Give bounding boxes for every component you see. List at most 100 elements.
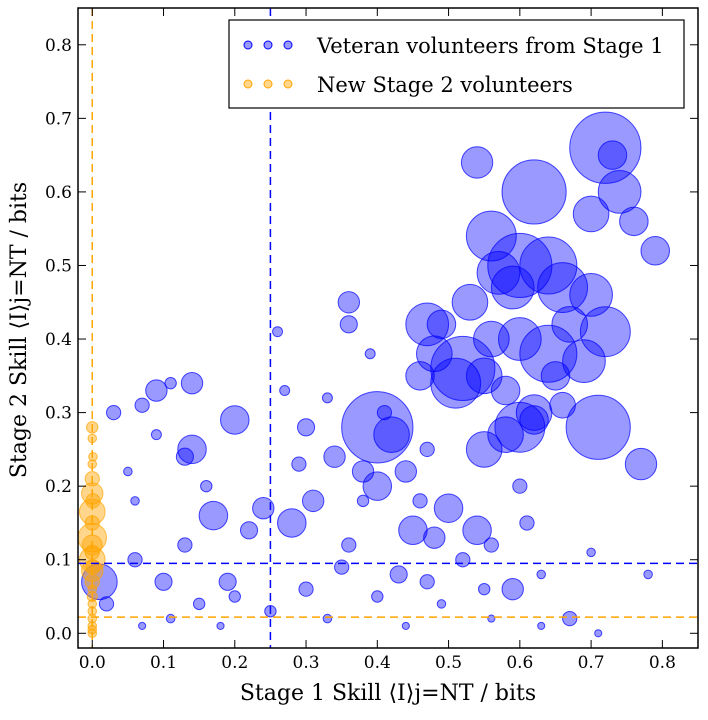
veteran-point [483,537,499,553]
veteran-point [462,515,492,546]
legend-new-marker [263,79,273,89]
veteran-point [341,537,357,553]
y-tick-label: 0.6 [45,183,72,203]
veteran-point [490,265,535,310]
veteran-point [373,416,410,453]
veteran-point [279,385,291,397]
veteran-point [389,565,408,584]
x-tick-label: 0.1 [150,653,177,673]
veteran-point [537,621,546,630]
veteran-point [218,572,237,591]
veteran-point [537,262,589,313]
veteran-point [272,326,284,338]
y-tick-label: 0.5 [45,256,72,276]
veteran-point [138,621,147,630]
veteran-point [127,552,143,568]
veteran-point [277,508,307,538]
x-axis-label: Stage 1 Skill ⟨I⟩j=NT / bits [240,681,536,706]
veteran-point [430,357,482,409]
veteran-point [519,236,578,295]
veteran-point [177,434,207,465]
veteran-point [364,348,376,360]
veteran-point [334,559,350,575]
veteran-point [572,195,610,233]
veteran-point [476,250,521,295]
veteran-point [565,394,631,460]
veteran-point [586,547,596,558]
veteran-point [512,478,528,494]
veteran-point [465,210,517,262]
veteran-point [252,497,275,520]
veteran-point [412,493,428,509]
veteran-point [298,581,314,597]
x-tick-label: 0.0 [79,653,106,673]
veteran-point [569,111,642,184]
y-tick-label: 0.3 [45,404,72,424]
x-tick-label: 0.2 [221,653,248,673]
veteran-point [228,590,241,603]
legend: Veteran volunteers from Stage 1 New Stag… [228,19,685,109]
legend-box [228,19,685,109]
veteran-point [192,597,206,611]
veteran-point [501,159,567,225]
y-tick-label: 0.1 [45,551,72,571]
veteran-point [154,572,173,591]
veteran-point [536,569,546,580]
veteran-point [569,273,613,317]
veteran-point [220,405,250,435]
y-tick-label: 0.2 [45,477,72,497]
veteran-point [465,357,503,395]
veteran-point [562,610,578,627]
veteran-point [455,552,471,568]
veteran-point [200,479,213,493]
legend-veteran-marker [283,40,293,50]
veteran-point [296,418,316,437]
veteran-point [433,493,464,523]
veteran-point [473,320,510,358]
legend-veteran-marker [263,40,273,50]
veteran-point [501,577,524,601]
x-tick-label: 0.7 [578,653,605,673]
x-tick-label: 0.5 [435,653,462,673]
veteran-point [177,537,193,553]
veteran-point [478,582,491,596]
new-volunteer-point [78,498,106,526]
veteran-point [123,466,133,477]
veteran-point [551,306,589,343]
points-layer [77,111,670,639]
veteran-point [430,335,496,402]
x-tick-label: 0.6 [506,653,533,673]
veteran-point [490,375,521,406]
veteran-point [165,613,176,624]
veteran-point [394,460,418,483]
veteran-point [134,397,150,413]
veteran-point [106,404,122,421]
veteran-point [405,302,450,347]
veteran-point [540,361,571,391]
veteran-point [164,376,177,390]
x-tick-label: 0.8 [649,653,676,673]
veteran-point [419,574,435,590]
veteran-point [405,361,435,391]
veteran-point [597,170,642,214]
y-tick-label: 0.0 [45,624,72,644]
veteran-point [301,489,325,513]
y-axis-label: Stage 2 Skill ⟨I⟩j=NT / bits [7,182,32,478]
veteran-point [624,447,658,481]
veteran-point [341,391,414,464]
y-tick-label: 0.7 [45,109,72,129]
veteran-point [562,339,606,383]
veteran-point [323,445,346,468]
veteran-point [322,613,333,624]
veteran-point [339,315,358,334]
veteran-point [291,456,307,472]
reference-lines [78,8,698,648]
veteran-point [519,515,535,531]
veteran-point [180,371,204,395]
veteran-point [519,324,578,383]
veteran-point [497,317,542,361]
veteran-point [398,515,428,546]
veteran-point [487,614,496,623]
x-tick-label: 0.4 [364,653,391,673]
veteran-point [519,405,549,435]
